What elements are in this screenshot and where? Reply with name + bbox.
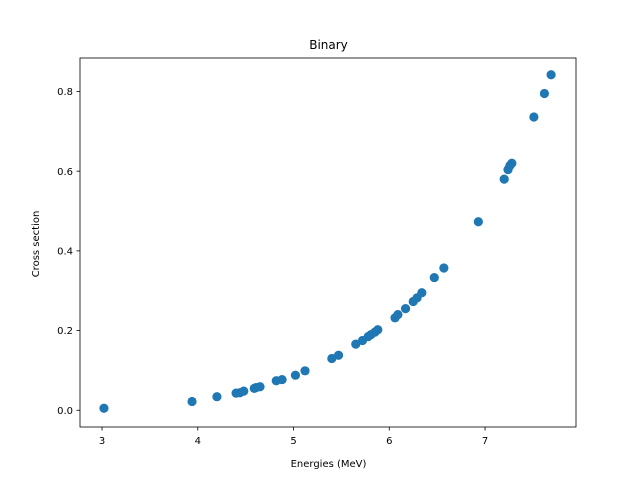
data-point xyxy=(393,310,403,320)
y-tick-label: 0.6 xyxy=(57,167,73,178)
data-point xyxy=(212,392,222,402)
data-point xyxy=(277,374,287,385)
data-point xyxy=(546,70,556,80)
data-point xyxy=(429,272,439,283)
x-tick-label: 7 xyxy=(482,436,488,447)
data-point xyxy=(255,382,265,392)
y-tick-label: 0.4 xyxy=(57,246,73,257)
x-tick-label: 5 xyxy=(290,436,296,447)
data-point xyxy=(187,396,197,407)
x-tick-label: 6 xyxy=(386,436,392,447)
data-point xyxy=(417,288,427,298)
plot-area: 3 4 5 6 7 0.0 0.2 0.4 0.6 0.8 xyxy=(57,57,577,447)
data-point xyxy=(439,263,449,273)
y-tick-label: 0.2 xyxy=(57,326,73,337)
plot-frame xyxy=(79,57,577,428)
data-point xyxy=(400,304,411,314)
y-tick-label: 0.0 xyxy=(57,406,73,417)
chart-title: Binary xyxy=(309,38,348,52)
data-point xyxy=(529,112,539,122)
x-axis-label: Energies (MeV) xyxy=(291,459,367,470)
data-point xyxy=(539,88,550,99)
data-point xyxy=(507,158,517,168)
y-tick-label: 0.8 xyxy=(57,87,73,98)
x-tick-label: 3 xyxy=(99,436,105,447)
data-point xyxy=(99,403,109,413)
data-point xyxy=(333,350,344,360)
data-point xyxy=(239,386,249,396)
y-axis-label: Cross section xyxy=(31,211,42,278)
data-point xyxy=(473,217,483,227)
x-tick-label: 4 xyxy=(195,436,201,447)
data-point xyxy=(290,370,301,380)
data-point xyxy=(499,174,509,184)
data-point xyxy=(300,366,310,376)
data-point xyxy=(373,325,383,335)
